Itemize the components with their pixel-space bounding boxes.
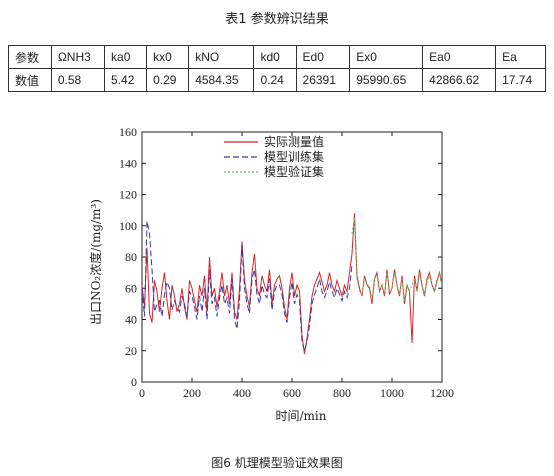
value-cell: 17.74	[495, 68, 546, 92]
table-value-row: 数值 0.58 5.42 0.29 4584.35 0.24 26391 959…	[8, 68, 546, 92]
y-tick-label: 120	[119, 188, 137, 202]
x-tick-label: 1200	[430, 386, 454, 400]
series-line-2	[141, 221, 353, 353]
table-header-row: 参数 ΩNH3 ka0 kx0 kNO kd0 Ed0 Ex0 Ea0 Ea	[8, 45, 546, 69]
y-tick-label: 80	[125, 250, 137, 264]
value-cell: 0.29	[146, 68, 190, 92]
value-cell: 数值	[8, 68, 52, 92]
x-tick-label: 800	[333, 386, 351, 400]
header-cell: kNO	[188, 45, 255, 69]
header-cell: Ea0	[422, 45, 497, 69]
legend-label: 模型验证集	[264, 164, 324, 179]
y-tick-label: 100	[119, 219, 137, 233]
value-cell: 0.24	[253, 68, 297, 92]
x-tick-label: 600	[283, 386, 301, 400]
validation-line-chart: 出口NO₂浓度/(mg/m³) 时间/min 0 200 400 600 800 1000…	[88, 125, 454, 423]
value-cell: 0.58	[50, 68, 106, 92]
value-cell: 5.42	[104, 68, 148, 92]
value-cell: 4584.35	[188, 68, 255, 92]
x-axis-label: 时间/min	[276, 409, 327, 423]
header-cell: Ex0	[349, 45, 424, 69]
value-cell: 26391	[295, 68, 351, 92]
y-tick-label: 60	[125, 281, 137, 295]
x-tick-label: 400	[233, 386, 251, 400]
x-tick-label: 200	[183, 386, 201, 400]
x-tick-label: 1000	[380, 386, 404, 400]
x-tick-label: 0	[139, 386, 145, 400]
header-cell: kd0	[253, 45, 297, 69]
header-cell: ka0	[104, 45, 148, 69]
y-tick-label: 160	[119, 125, 137, 139]
series-line-3	[351, 217, 443, 301]
y-axis-label: 出口NO₂浓度/(mg/m³)	[88, 199, 103, 325]
table-title: 表1 参数辨识结果	[225, 12, 329, 27]
legend-label: 实际测量值	[264, 134, 324, 149]
y-tick-label: 40	[125, 313, 137, 327]
header-cell: 参数	[8, 45, 52, 69]
y-tick-label: 20	[125, 344, 137, 358]
y-tick-label: 140	[119, 156, 137, 170]
header-cell: ΩNH3	[50, 45, 106, 69]
value-cell: 42866.62	[422, 68, 497, 92]
value-cell: 95990.65	[349, 68, 424, 92]
y-tick-label: 0	[131, 375, 137, 389]
parameter-table: 参数 ΩNH3 ka0 kx0 kNO kd0 Ed0 Ex0 Ea0 Ea 数…	[8, 45, 546, 92]
header-cell: kx0	[146, 45, 190, 69]
header-cell: Ea	[495, 45, 546, 69]
figure-caption: 图6 机理模型验证效果图	[211, 456, 343, 470]
legend-label: 模型训练集	[264, 149, 324, 164]
header-cell: Ed0	[295, 45, 351, 69]
